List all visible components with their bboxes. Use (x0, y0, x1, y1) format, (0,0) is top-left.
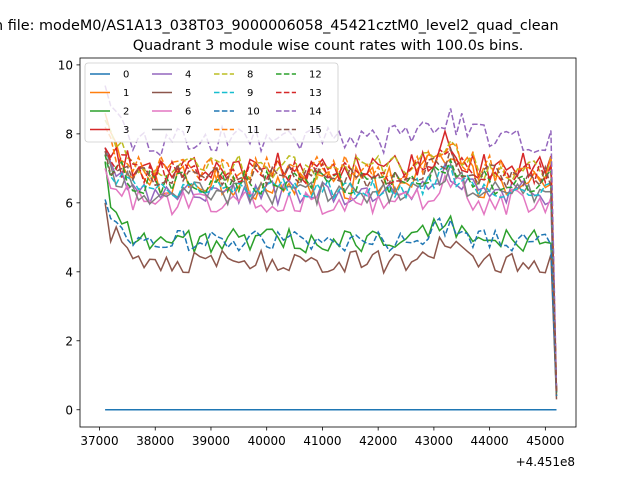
y-tick-label: 2 (65, 334, 73, 348)
x-tick-label: 37000 (80, 434, 118, 448)
series-line-4 (104, 147, 558, 393)
legend-label-12: 12 (309, 70, 322, 81)
y-tick-label: 4 (65, 265, 73, 279)
legend-label-14: 14 (309, 107, 322, 118)
legend-label-3: 3 (123, 125, 129, 136)
legend-label-6: 6 (185, 107, 191, 118)
x-tick-label: 45000 (526, 434, 564, 448)
legend-label-4: 4 (185, 70, 191, 81)
legend-label-2: 2 (123, 107, 129, 118)
x-axis: 37000 38000 39000 40000 41000 42000 43000 44000… (80, 427, 564, 448)
series-line-13 (104, 147, 558, 393)
x-axis-offset-label: +4.451e8 (516, 455, 575, 469)
legend-label-7: 7 (185, 125, 191, 136)
x-tick-label: 39000 (192, 434, 230, 448)
x-tick-label: 38000 (136, 434, 174, 448)
legend-label-10: 10 (247, 107, 260, 118)
x-tick-label: 41000 (303, 434, 341, 448)
legend-label-9: 9 (247, 88, 253, 99)
legend-label-8: 8 (247, 70, 253, 81)
series-line-2 (104, 161, 558, 397)
series-line-5 (104, 202, 558, 400)
x-tick-label: 43000 (415, 434, 453, 448)
legend-frame (84, 62, 339, 143)
legend-label-5: 5 (185, 88, 191, 99)
y-tick-label: 6 (65, 196, 73, 210)
plot-frame (79, 57, 577, 428)
y-tick-label: 10 (58, 58, 73, 72)
series-line-6 (104, 168, 558, 393)
series-line-11 (104, 126, 558, 393)
legend-label-1: 1 (123, 88, 129, 99)
plot-lines (104, 85, 558, 411)
figure-suptitle: n file: modeM0/AS1A13_038T03_9000006058_… (0, 18, 559, 34)
x-tick-label: 44000 (471, 434, 509, 448)
x-tick-label: 42000 (359, 434, 397, 448)
legend-label-15: 15 (309, 125, 322, 136)
legend-label-11: 11 (247, 125, 260, 136)
y-tick-label: 0 (65, 403, 73, 417)
y-axis: 0 2 4 6 8 10 (58, 58, 80, 417)
x-tick-label: 40000 (248, 434, 286, 448)
y-tick-label: 8 (65, 127, 73, 141)
chart-title: Quadrant 3 module wise count rates with … (133, 38, 524, 54)
series-line-10 (104, 199, 558, 397)
series-line-15 (104, 146, 558, 393)
legend-label-13: 13 (309, 88, 322, 99)
legend-label-0: 0 (123, 70, 129, 81)
series-line-9 (104, 154, 558, 393)
